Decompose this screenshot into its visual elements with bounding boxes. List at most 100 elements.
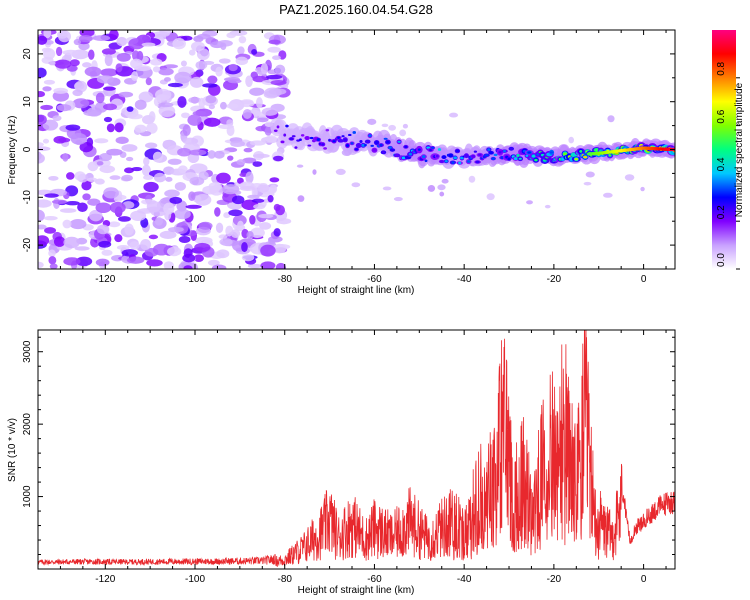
noise-blob: [188, 191, 196, 201]
noise-blob: [131, 166, 143, 172]
signal-blob: [426, 146, 431, 149]
noise-blob: [159, 230, 177, 239]
signal-blob: [487, 148, 491, 151]
noise-blob: [74, 246, 90, 251]
noise-blob: [245, 171, 254, 184]
noise-blob: [94, 101, 108, 113]
noise-blob: [256, 117, 269, 123]
signal-blob: [383, 137, 388, 140]
noise-blob: [162, 140, 172, 147]
signal-blob: [354, 147, 359, 151]
signal-blob: [459, 156, 464, 160]
snr-panel: -120 -100 -80 -60 -40 -20 0 1000 2000 3000 Heigh…: [7, 329, 676, 596]
signal-blob: [283, 133, 287, 137]
noise-blob: [153, 172, 166, 183]
noise-blob: [203, 117, 221, 127]
signal-blob: [316, 138, 320, 142]
noise-blob: [75, 256, 93, 267]
noise-blob: [87, 198, 101, 206]
noise-blob: [62, 219, 72, 229]
x-tick-label: -60: [367, 274, 382, 285]
noise-blob: [189, 176, 205, 186]
signal-blob: [561, 157, 565, 161]
noise-blob: [242, 108, 252, 120]
signal-blob: [531, 154, 536, 158]
signal-blob: [491, 157, 496, 161]
noise-blob: [129, 241, 140, 250]
y-tick-label: 20: [22, 48, 33, 60]
colorbar: 0.0 0.2 0.4 0.6 0.8 Normalized spectral ampl…: [712, 30, 745, 270]
noise-blob: [118, 216, 131, 222]
signal-blob: [458, 161, 462, 165]
noise-blob: [275, 262, 287, 269]
noise-blob: [38, 153, 45, 164]
noise-blob: [239, 172, 248, 177]
noise-blob: [230, 140, 246, 148]
noise-blob: [82, 62, 92, 68]
snr-y-axis-label: SNR (10 * v/v): [7, 418, 18, 482]
signal-blob: [343, 138, 348, 141]
signal-blob: [572, 153, 576, 156]
noise-blob: [65, 124, 81, 131]
signal-blob: [478, 153, 482, 157]
signal-blob: [498, 151, 502, 154]
noise-blob: [148, 234, 159, 240]
figure-title: PAZ1.2025.160.04.54.G28: [279, 2, 433, 17]
noise-blob: [393, 196, 403, 202]
noise-blob: [77, 202, 88, 212]
noise-blob: [101, 48, 116, 55]
noise-blob: [228, 209, 243, 217]
noise-blob: [544, 204, 551, 209]
noise-blob: [143, 175, 154, 181]
noise-blob: [167, 158, 182, 165]
noise-blob: [269, 184, 278, 194]
noise-blob: [214, 207, 221, 217]
noise-blob: [63, 236, 80, 249]
signal-blob: [489, 151, 493, 155]
noise-blob: [268, 88, 287, 95]
noise-blob: [252, 161, 263, 167]
noise-blob: [158, 105, 176, 118]
signal-blob: [502, 149, 507, 153]
noise-blob: [40, 104, 54, 111]
colorbar-tick-label: 0.2: [716, 205, 727, 219]
noise-blob: [38, 224, 47, 230]
signal-blob: [534, 158, 538, 162]
signal-blob: [382, 151, 385, 154]
noise-blob: [253, 203, 266, 210]
noise-blob: [194, 242, 211, 253]
heatmap-y-ticks: -20 -10 0 10 20: [22, 29, 675, 270]
signal-blob: [516, 153, 520, 158]
signal-blob: [332, 140, 336, 143]
noise-blob: [167, 246, 182, 257]
noise-blob: [237, 220, 244, 231]
noise-blob: [116, 36, 128, 47]
signal-blob: [473, 150, 478, 153]
noise-blob: [335, 168, 346, 176]
noise-blob: [94, 138, 109, 144]
noise-blob: [99, 165, 116, 174]
noise-blob: [264, 126, 272, 136]
noise-blob: [78, 34, 93, 43]
noise-blob: [237, 46, 245, 55]
noise-blob: [251, 48, 258, 55]
signal-blob: [345, 144, 350, 147]
noise-blob: [63, 257, 81, 266]
noise-blob: [72, 98, 90, 109]
noise-blob: [38, 67, 47, 78]
noise-blob: [98, 240, 112, 248]
noise-blob: [164, 189, 180, 198]
noise-blob: [48, 256, 57, 265]
noise-blob: [249, 87, 265, 96]
noise-blob: [158, 67, 174, 76]
noise-blob: [226, 32, 237, 39]
noise-blob: [127, 113, 143, 120]
noise-blob: [213, 150, 225, 159]
noise-blob: [144, 142, 158, 149]
noise-blob: [143, 181, 159, 193]
signal-blob: [448, 153, 453, 157]
y-tick-label: 2000: [22, 413, 33, 436]
noise-blob: [177, 96, 187, 108]
noise-blob: [252, 153, 270, 159]
signal-blob: [513, 157, 518, 161]
